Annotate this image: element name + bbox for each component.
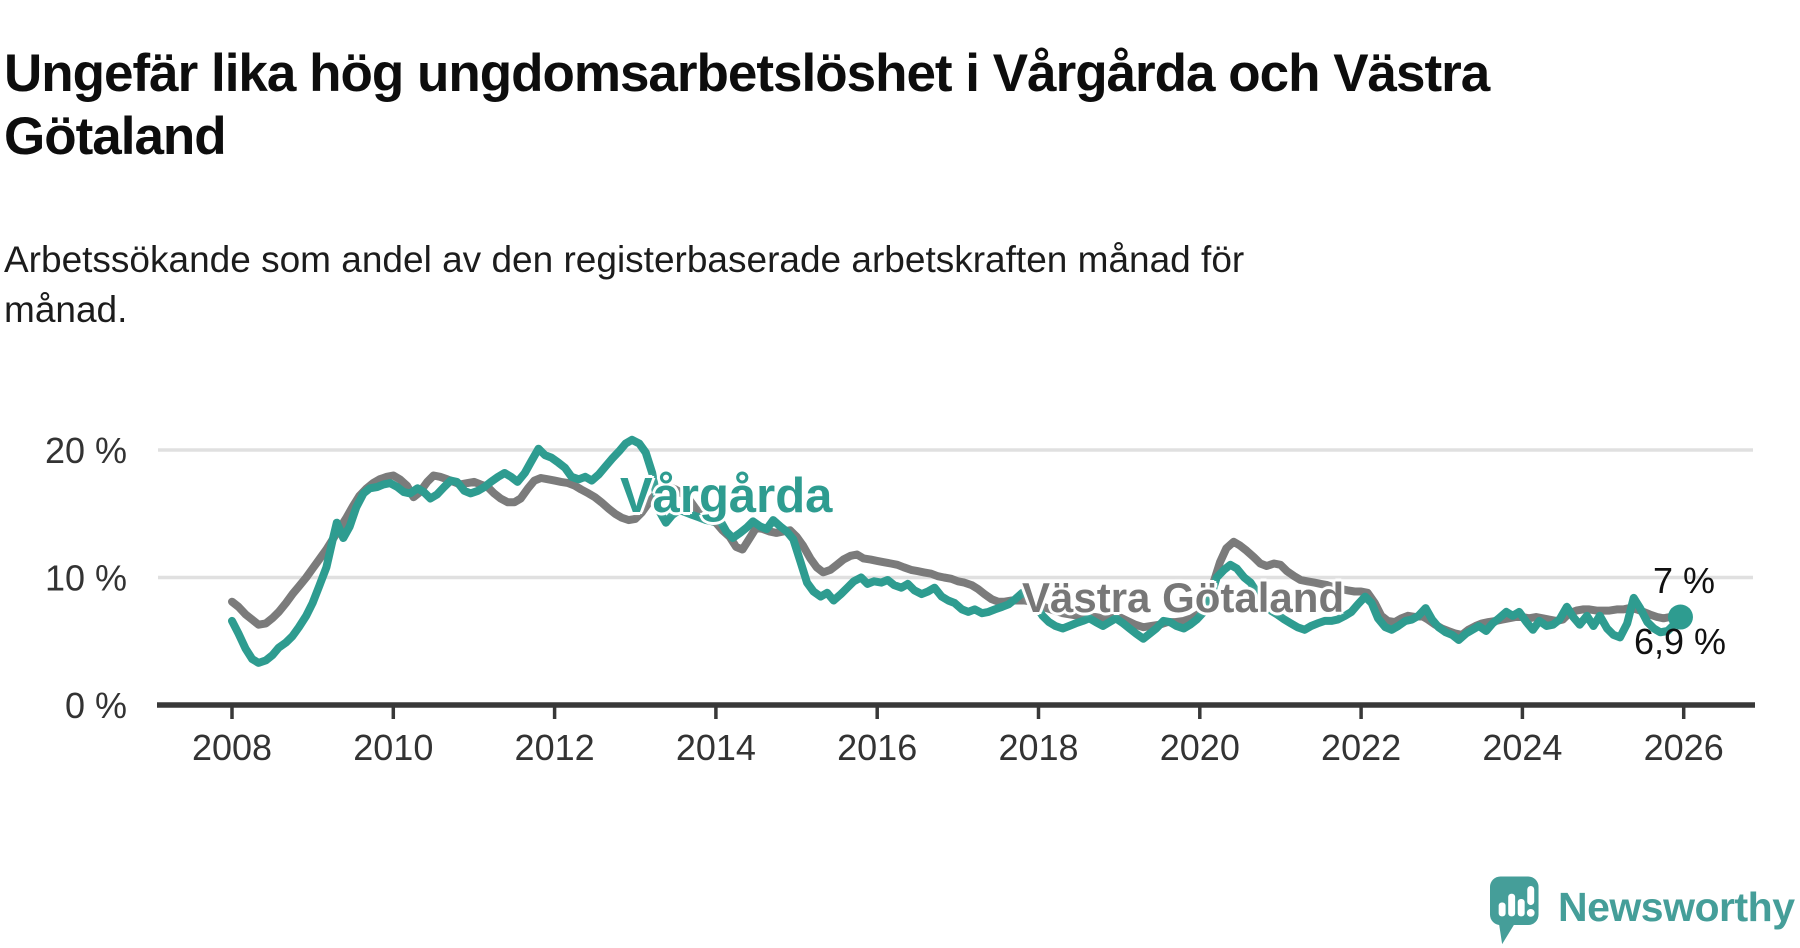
chart-subtitle: Arbetssökande som andel av den registerb… — [4, 235, 1504, 335]
series-label-vargarda: Vårgårda — [620, 469, 833, 523]
end-value-label-vargarda: 6,9 % — [1634, 621, 1727, 662]
x-tick-label-2022: 2022 — [1321, 727, 1401, 768]
y-tick-label-0: 0 % — [65, 685, 127, 726]
newsworthy-logo: Newsworthy — [1490, 876, 1795, 948]
x-tick-label-2024: 2024 — [1482, 727, 1562, 768]
x-tick-label-2016: 2016 — [837, 727, 917, 768]
chart-title-line1: Ungefär lika hög ungdomsarbetslöshet i V… — [4, 43, 1490, 103]
x-tick-label-2020: 2020 — [1160, 727, 1240, 768]
chart-title: Ungefär lika hög ungdomsarbetslöshet i V… — [4, 42, 1784, 168]
x-tick-label-2018: 2018 — [998, 727, 1078, 768]
line-v-stra-g-taland — [228, 471, 1685, 639]
chart-subtitle-line2: månad. — [4, 289, 128, 330]
line-v-rg-rda — [228, 435, 1685, 667]
y-tick-label-10: 10 % — [45, 558, 127, 599]
x-tick-label-2014: 2014 — [676, 727, 756, 768]
x-tick-label-2012: 2012 — [515, 727, 595, 768]
speech-bubble-bar-chart-icon — [1490, 876, 1539, 945]
y-tick-label-20: 20 % — [45, 430, 127, 471]
series-label-vastra-gotaland: Västra Götaland — [1022, 574, 1345, 621]
chart-subtitle-line1: Arbetssökande som andel av den registerb… — [4, 239, 1245, 280]
end-value-label-vastra-gotaland: 7 % — [1653, 560, 1716, 601]
end-dot-vargarda — [1667, 604, 1693, 630]
x-tick-label-2010: 2010 — [353, 727, 433, 768]
x-tick-label-2026: 2026 — [1644, 727, 1724, 768]
chart-title-line2: Götaland — [4, 106, 227, 166]
x-tick-label-2008: 2008 — [192, 727, 272, 768]
newsworthy-logo-text: Newsworthy — [1558, 884, 1795, 930]
